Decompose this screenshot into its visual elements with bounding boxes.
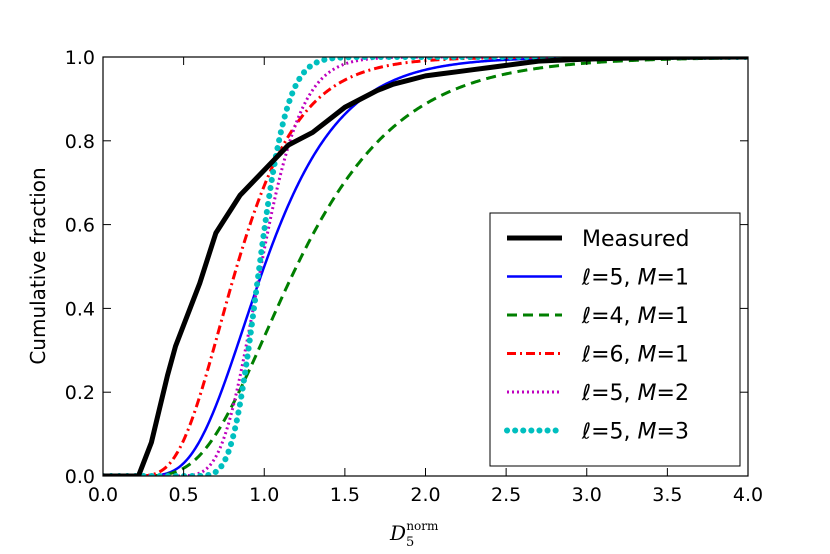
legend-label: ℓ=4, M=1 [581, 304, 689, 329]
series-line [103, 57, 748, 476]
x-tick-label: 2.5 [491, 484, 521, 506]
legend-frame [489, 212, 741, 467]
y-tick-label: 0.0 [65, 466, 95, 488]
y-axis-title: Cumulative fraction [26, 167, 50, 364]
series-line [103, 57, 748, 476]
x-tick-label: 4.0 [733, 484, 763, 506]
legend: Measured ℓ=5, M=1 ℓ=4, M=1 ℓ=6, M=1 ℓ=5, M=2… [489, 212, 741, 467]
y-tick-label: 0.8 [65, 131, 95, 153]
x-tick-label: 3.5 [652, 484, 682, 506]
x-axis-title: D5norm [389, 519, 439, 550]
legend-label: ℓ=5, M=1 [581, 266, 689, 291]
y-tick-label: 0.2 [65, 382, 95, 404]
x-tick-label: 3.0 [572, 484, 602, 506]
y-tick-label: 1.0 [65, 47, 95, 69]
x-tick-label: 2.0 [410, 484, 440, 506]
legend-label: ℓ=6, M=1 [581, 343, 689, 368]
legend-label: Measured [582, 227, 689, 252]
legend-label: ℓ=5, M=3 [581, 420, 689, 445]
x-tick-label: 0.5 [169, 484, 199, 506]
series-line [103, 57, 748, 476]
ticks-layer: 0.0 0.5 1.0 1.5 2.0 2.5 3.0 3.5 4.0 0.0 0.2 0.4 0.6 0… [65, 47, 763, 506]
series-line [103, 57, 748, 476]
x-tick-label: 1.0 [249, 484, 279, 506]
x-tick-label: 0.0 [88, 484, 118, 506]
x-tick-label: 1.5 [330, 484, 360, 506]
legend-label: ℓ=5, M=2 [581, 381, 689, 406]
y-tick-label: 0.4 [65, 298, 95, 320]
y-tick-label: 0.6 [65, 215, 95, 237]
